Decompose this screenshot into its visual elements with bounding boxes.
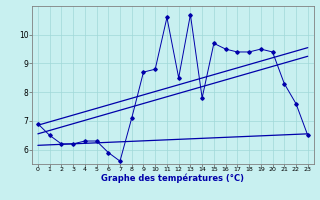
X-axis label: Graphe des températures (°C): Graphe des températures (°C) bbox=[101, 174, 244, 183]
